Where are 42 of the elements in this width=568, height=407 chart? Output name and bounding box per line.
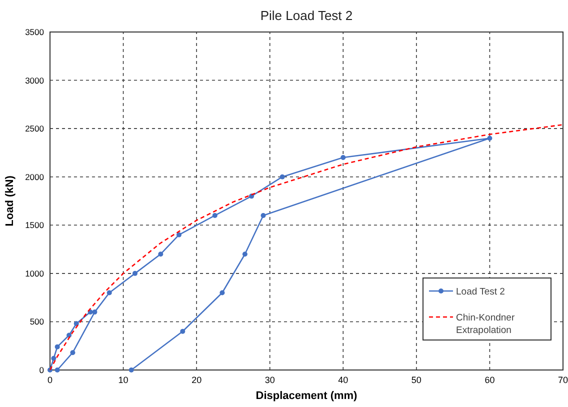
point [54, 344, 60, 350]
y-axis-title: Load (kN) [4, 175, 16, 226]
x-tick-label: 10 [118, 375, 128, 385]
y-tick-label: 1500 [25, 220, 44, 230]
y-tick-label: 2500 [25, 124, 44, 134]
point [340, 155, 346, 160]
y-tick-label: 3000 [25, 75, 44, 86]
point [158, 252, 164, 257]
legend-label: Chin-Kondner Extrapolation [456, 312, 515, 336]
y-tick-label: 0 [39, 365, 44, 375]
point [106, 290, 112, 296]
point [51, 356, 56, 361]
x-tick-label: 60 [484, 375, 495, 385]
x-axis-title: Displacement (mm) [256, 390, 358, 402]
y-tick-label: 3500 [25, 27, 44, 37]
point [280, 174, 285, 180]
point [176, 232, 182, 238]
x-tick-label: 40 [338, 375, 348, 385]
x-tick-label: 0 [47, 375, 53, 385]
point [212, 212, 218, 218]
y-tick-label: 2000 [25, 172, 44, 182]
x-tick-label: 20 [192, 375, 202, 385]
point [92, 310, 98, 315]
point [128, 368, 134, 372]
point [54, 368, 60, 372]
legend-label: Load Test 2 [456, 286, 505, 298]
point [66, 332, 72, 338]
point [180, 328, 186, 334]
y-tick-label: 500 [30, 316, 44, 327]
point [220, 290, 225, 296]
line-series [49, 124, 564, 371]
y-tick-label: 1000 [25, 268, 44, 278]
point [74, 321, 79, 326]
point [487, 136, 492, 141]
point [70, 350, 76, 356]
x-tick-label: 30 [264, 375, 275, 385]
point [260, 212, 266, 218]
x-tick-label: 70 [558, 375, 568, 385]
chart-title: Pile Load Test 2 [260, 8, 353, 23]
point [242, 252, 248, 257]
x-tick-label: 50 [411, 375, 422, 385]
point [132, 270, 138, 276]
